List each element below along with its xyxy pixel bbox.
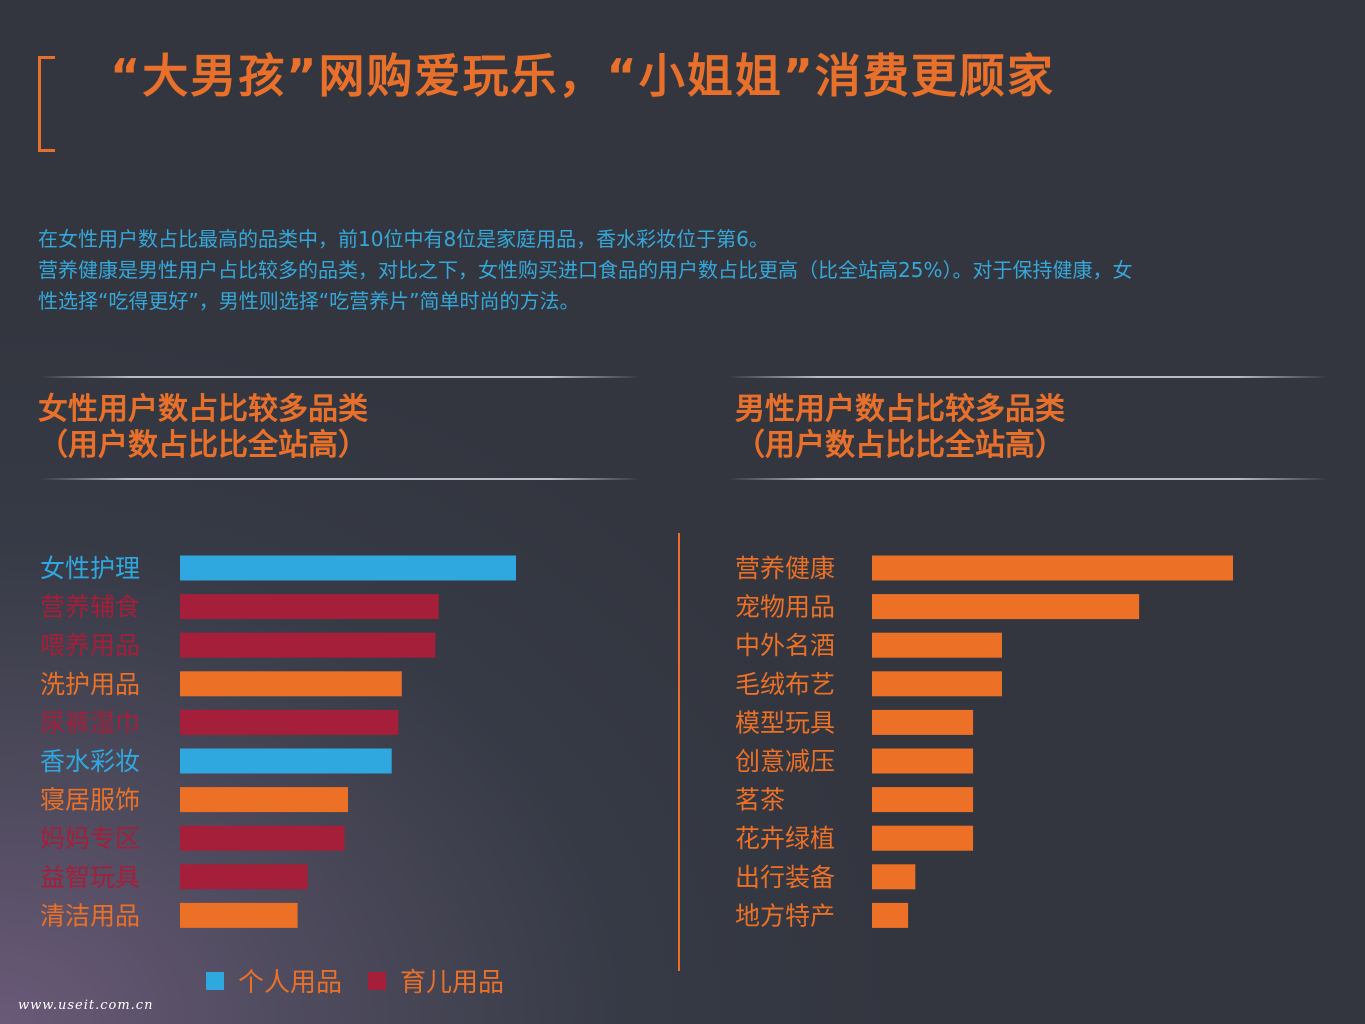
left-top-rule bbox=[40, 376, 640, 378]
female-chart-subtitle-line: （用户数占比比全站高） bbox=[38, 428, 368, 463]
male-category-label: 毛绒布艺 bbox=[735, 670, 835, 699]
legend-item-baby: 育儿用品 bbox=[368, 962, 504, 999]
female-category-label: 洗护用品 bbox=[40, 670, 140, 699]
panel-divider bbox=[678, 533, 680, 971]
female-bar bbox=[180, 709, 399, 735]
female-bar bbox=[180, 864, 308, 890]
male-bar bbox=[872, 632, 1002, 658]
title-bracket-decoration bbox=[38, 56, 55, 152]
legend-label-baby: 育儿用品 bbox=[400, 968, 505, 998]
female-category-label: 女性护理 bbox=[40, 554, 140, 583]
female-category-label: 尿裤湿巾 bbox=[40, 708, 140, 737]
male-bar bbox=[872, 594, 1140, 620]
male-category-label: 宠物用品 bbox=[735, 593, 835, 622]
female-category-label: 益智玩具 bbox=[40, 863, 140, 892]
male-chart-title-line: 男性用户数占比较多品类 bbox=[735, 392, 1065, 427]
male-bar bbox=[872, 671, 1002, 697]
male-bar bbox=[872, 555, 1233, 581]
male-chart-subtitle-line: （用户数占比比全站高） bbox=[735, 428, 1065, 463]
female-bar bbox=[180, 787, 348, 813]
male-bar bbox=[872, 864, 916, 890]
page-title: “大男孩”网购爱玩乐，“小姐姐”消费更顾家 bbox=[110, 49, 1055, 103]
female-bar bbox=[180, 555, 516, 581]
male-category-label: 创意减压 bbox=[735, 747, 835, 776]
male-category-label: 模型玩具 bbox=[735, 708, 835, 737]
male-bar bbox=[872, 748, 974, 774]
description-line-1: 在女性用户数占比最高的品类中，前10位中有8位是家庭用品，香水彩妆位于第6。 bbox=[38, 227, 769, 251]
legend-item-personal: 个人用品 bbox=[206, 962, 342, 999]
male-bar bbox=[872, 787, 974, 813]
male-category-label: 茗茶 bbox=[735, 786, 785, 815]
female-category-label: 营养辅食 bbox=[40, 593, 140, 622]
female-bar bbox=[180, 902, 298, 928]
female-chart-title-line: 女性用户数占比较多品类 bbox=[38, 392, 368, 427]
left-bottom-rule bbox=[40, 478, 640, 480]
male-category-label: 花卉绿植 bbox=[735, 824, 835, 853]
male-category-label: 地方特产 bbox=[735, 901, 835, 930]
female-bar bbox=[180, 825, 345, 851]
male-bar bbox=[872, 825, 974, 851]
description-line-3: 性选择“吃得更好”，男性则选择“吃营养片”简单时尚的方法。 bbox=[38, 289, 580, 313]
description-line-2: 营养健康是男性用户占比较多的品类，对比之下，女性购买进口食品的用户数占比更高（比… bbox=[38, 258, 1133, 282]
male-category-label: 出行装备 bbox=[735, 863, 835, 892]
female-chart-title: 女性用户数占比较多品类 （用户数占比比全站高） bbox=[38, 392, 368, 464]
female-bar bbox=[180, 748, 392, 774]
male-bar bbox=[872, 709, 974, 735]
female-bar bbox=[180, 594, 439, 620]
female-category-label: 妈妈专区 bbox=[40, 824, 140, 853]
legend-label-personal: 个人用品 bbox=[238, 968, 343, 998]
female-bar bbox=[180, 632, 436, 658]
description-text: 在女性用户数占比最高的品类中，前10位中有8位是家庭用品，香水彩妆位于第6。 营… bbox=[38, 224, 1318, 317]
male-category-label: 营养健康 bbox=[735, 554, 835, 583]
male-category-label: 中外名酒 bbox=[735, 631, 835, 660]
legend-swatch-baby bbox=[368, 971, 387, 990]
female-category-label: 香水彩妆 bbox=[40, 747, 140, 776]
female-bar bbox=[180, 671, 402, 697]
female-category-label: 喂养用品 bbox=[40, 631, 140, 660]
male-chart-title: 男性用户数占比较多品类 （用户数占比比全站高） bbox=[735, 392, 1065, 464]
legend-swatch-personal bbox=[206, 971, 224, 990]
male-bar bbox=[872, 902, 909, 928]
right-top-rule bbox=[728, 376, 1328, 378]
female-category-label: 寝居服饰 bbox=[40, 786, 140, 815]
right-bottom-rule bbox=[728, 478, 1328, 480]
female-chart-legend: 个人用品 育儿用品 bbox=[206, 962, 530, 999]
female-category-label: 清洁用品 bbox=[40, 901, 140, 930]
watermark: www.useit.com.cn bbox=[18, 998, 154, 1013]
